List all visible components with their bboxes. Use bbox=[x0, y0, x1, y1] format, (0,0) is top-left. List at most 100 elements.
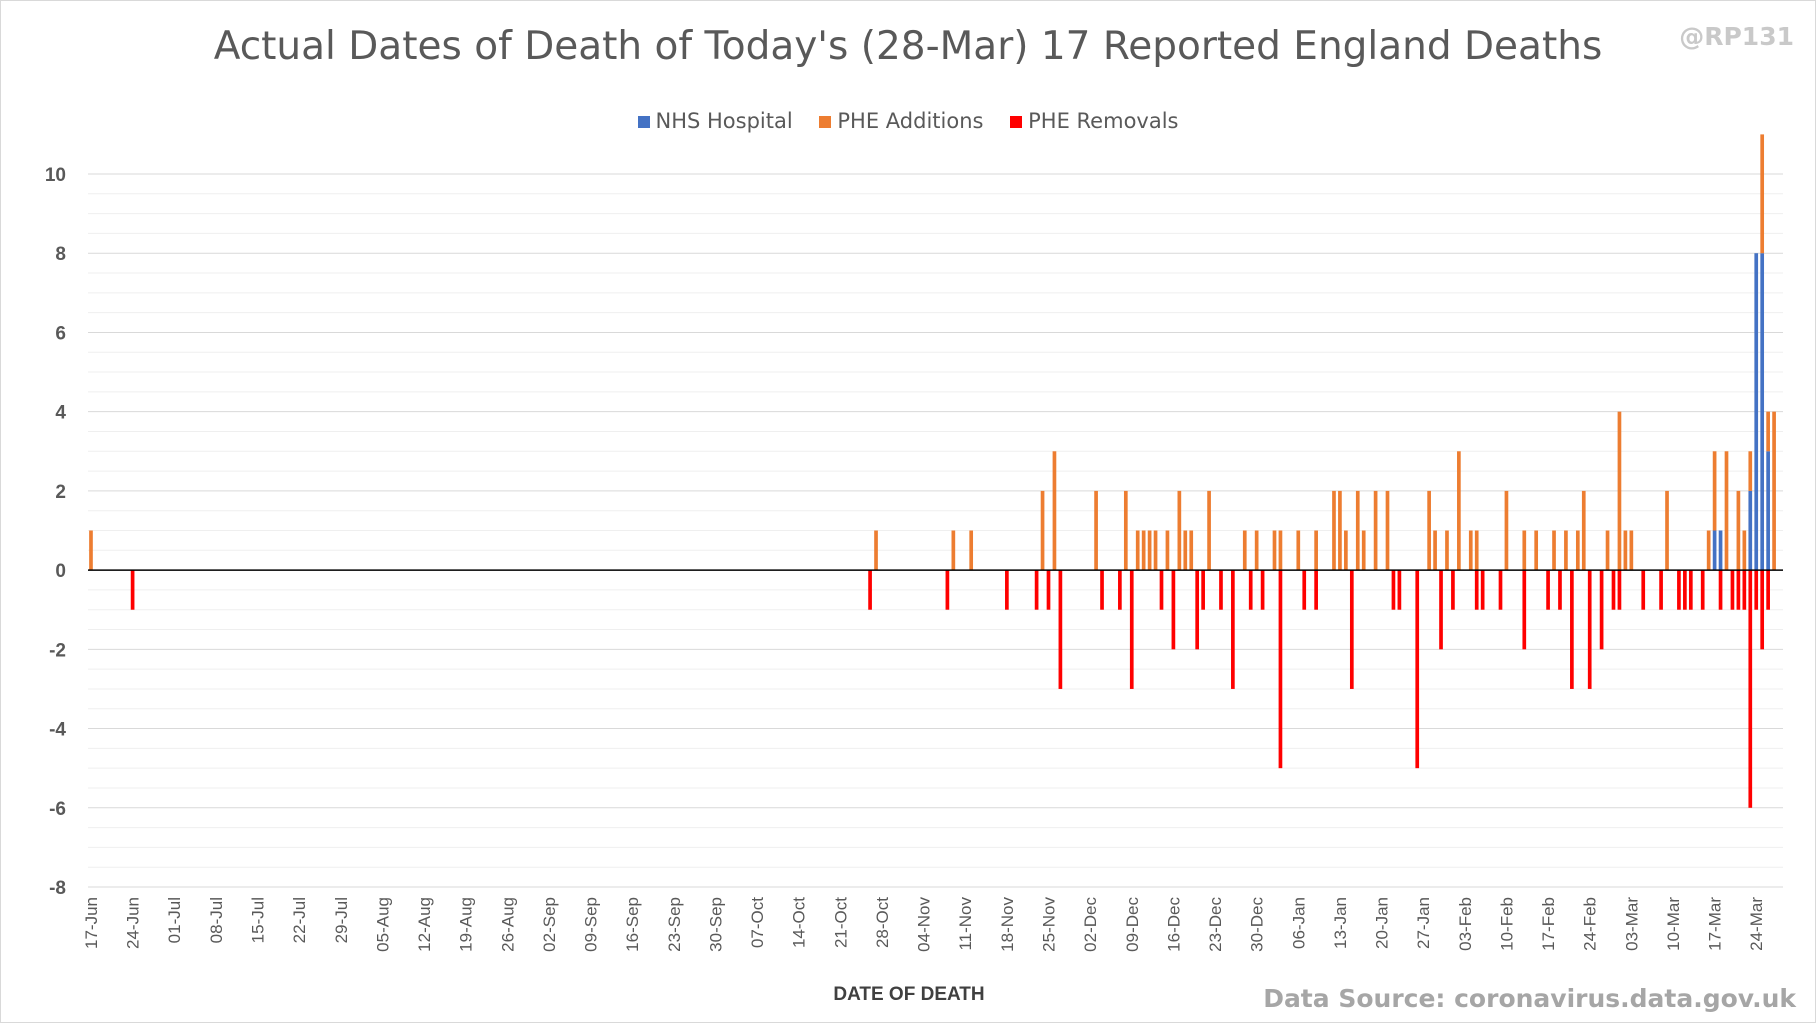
bar-phe-additions bbox=[1706, 530, 1711, 571]
y-tick-label: -6 bbox=[49, 799, 66, 820]
bar-phe-removals bbox=[1766, 570, 1770, 610]
bar-phe-removals bbox=[1617, 570, 1622, 610]
bar-phe-removals bbox=[1498, 570, 1503, 610]
bar-phe-additions bbox=[1617, 411, 1622, 571]
bar-phe-additions bbox=[1355, 490, 1360, 571]
legend-label-phe-removals: PHE Removals bbox=[1028, 109, 1179, 133]
legend-swatch-phe-additions bbox=[819, 116, 832, 128]
bar-nhs-hospital bbox=[1748, 490, 1753, 571]
bar-phe-removals bbox=[1302, 570, 1307, 610]
x-tick-label: 15-Jul bbox=[249, 897, 268, 943]
bar-phe-removals bbox=[1736, 570, 1741, 610]
bar-phe-additions bbox=[1433, 530, 1437, 571]
y-tick-label: 4 bbox=[55, 403, 66, 424]
x-tick-label: 17-Mar bbox=[1706, 897, 1725, 951]
x-tick-label: 16-Sep bbox=[623, 897, 642, 952]
bar-phe-additions bbox=[1165, 530, 1170, 571]
x-tick-label: 30-Dec bbox=[1248, 897, 1267, 952]
bar-phe-removals bbox=[1683, 570, 1687, 610]
bar-phe-additions bbox=[874, 530, 878, 571]
bar-phe-additions bbox=[1242, 530, 1247, 571]
bar-phe-additions bbox=[1427, 490, 1431, 571]
bar-phe-additions bbox=[1724, 451, 1729, 571]
x-tick-label: 23-Dec bbox=[1206, 897, 1225, 952]
bar-phe-removals bbox=[1480, 570, 1485, 610]
bar-phe-removals bbox=[1201, 570, 1205, 610]
bar-phe-removals bbox=[1718, 570, 1723, 610]
x-tick-label: 10-Mar bbox=[1664, 897, 1683, 951]
bar-phe-removals bbox=[1100, 570, 1104, 610]
bar-phe-additions bbox=[1575, 530, 1580, 571]
bar-phe-removals bbox=[1522, 570, 1527, 650]
bar-phe-removals bbox=[1171, 570, 1176, 650]
legend-label-nhs-hospital: NHS Hospital bbox=[655, 109, 793, 133]
bar-phe-removals bbox=[1397, 570, 1402, 610]
x-tick-label: 06-Jan bbox=[1289, 897, 1308, 949]
bar-phe-additions bbox=[1629, 530, 1634, 571]
y-tick-label: 8 bbox=[55, 244, 66, 265]
legend-swatch-phe-removals bbox=[1010, 116, 1023, 128]
bar-phe-additions bbox=[1581, 490, 1586, 571]
legend-swatch-nhs-hospital bbox=[637, 116, 650, 128]
x-tick-label: 08-Jul bbox=[207, 897, 226, 943]
bar-phe-removals bbox=[1118, 570, 1122, 610]
bar-phe-removals bbox=[1546, 570, 1550, 610]
x-tick-label: 09-Sep bbox=[582, 897, 601, 952]
x-tick-label: 04-Nov bbox=[915, 897, 934, 952]
bar-phe-removals bbox=[1748, 570, 1753, 808]
bar-phe-removals bbox=[1046, 570, 1051, 610]
legend: NHS Hospital PHE Additions PHE Removals bbox=[0, 109, 1816, 133]
bar-phe-removals bbox=[1659, 570, 1663, 610]
bar-phe-removals bbox=[1415, 570, 1420, 769]
bar-phe-removals bbox=[1599, 570, 1604, 650]
legend-item-phe-removals: PHE Removals bbox=[1010, 109, 1178, 133]
bar-phe-additions bbox=[1052, 451, 1057, 571]
bar-phe-removals bbox=[1611, 570, 1616, 610]
bar-phe-removals bbox=[1278, 570, 1283, 769]
y-tick-label: -8 bbox=[49, 878, 66, 899]
bar-phe-removals bbox=[1730, 570, 1735, 610]
bar-phe-removals bbox=[1314, 570, 1318, 610]
bar-phe-removals bbox=[1195, 570, 1200, 650]
x-tick-label: 01-Jul bbox=[165, 897, 184, 943]
y-tick-label: 2 bbox=[55, 482, 66, 503]
bar-phe-additions bbox=[1504, 490, 1509, 571]
x-tick-label: 10-Feb bbox=[1497, 897, 1516, 951]
bar-phe-removals bbox=[1129, 570, 1134, 689]
bar-phe-removals bbox=[1231, 570, 1235, 689]
bar-phe-additions bbox=[969, 530, 974, 571]
legend-item-phe-additions: PHE Additions bbox=[819, 109, 983, 133]
bar-phe-additions bbox=[1272, 530, 1277, 571]
x-tick-label: 14-Oct bbox=[790, 897, 809, 948]
x-tick-label: 07-Oct bbox=[748, 897, 767, 948]
bar-nhs-hospital bbox=[1712, 530, 1717, 571]
bar-phe-additions bbox=[1207, 490, 1211, 571]
bar-phe-removals bbox=[1474, 570, 1479, 610]
bar-phe-additions bbox=[1564, 530, 1568, 571]
bar-phe-removals bbox=[1349, 570, 1354, 689]
bar-phe-additions bbox=[1736, 490, 1741, 571]
x-tick-label: 20-Jan bbox=[1373, 897, 1392, 949]
bar-phe-additions bbox=[1141, 530, 1146, 571]
bar-phe-additions bbox=[1183, 530, 1188, 571]
bar-phe-additions bbox=[1314, 530, 1318, 571]
bar-phe-additions bbox=[1760, 134, 1765, 254]
x-tick-label: 29-Jul bbox=[332, 897, 351, 943]
bar-phe-removals bbox=[1677, 570, 1681, 610]
x-tick-label: 22-Jul bbox=[290, 897, 309, 943]
bar-phe-removals bbox=[1058, 570, 1063, 689]
x-tick-label: 17-Jun bbox=[82, 897, 101, 949]
author-handle: @RP131 bbox=[1679, 22, 1794, 51]
x-tick-label: 17-Feb bbox=[1539, 897, 1558, 951]
y-tick-label: 6 bbox=[55, 323, 66, 344]
bar-phe-removals bbox=[945, 570, 950, 610]
x-tick-label: 13-Jan bbox=[1331, 897, 1350, 949]
bar-phe-additions bbox=[1522, 530, 1527, 571]
bar-phe-additions bbox=[1338, 490, 1342, 571]
y-tick-label: -4 bbox=[49, 720, 66, 741]
bar-phe-additions bbox=[1344, 530, 1348, 571]
bar-phe-removals bbox=[1439, 570, 1443, 650]
x-tick-label: 23-Sep bbox=[665, 897, 684, 952]
